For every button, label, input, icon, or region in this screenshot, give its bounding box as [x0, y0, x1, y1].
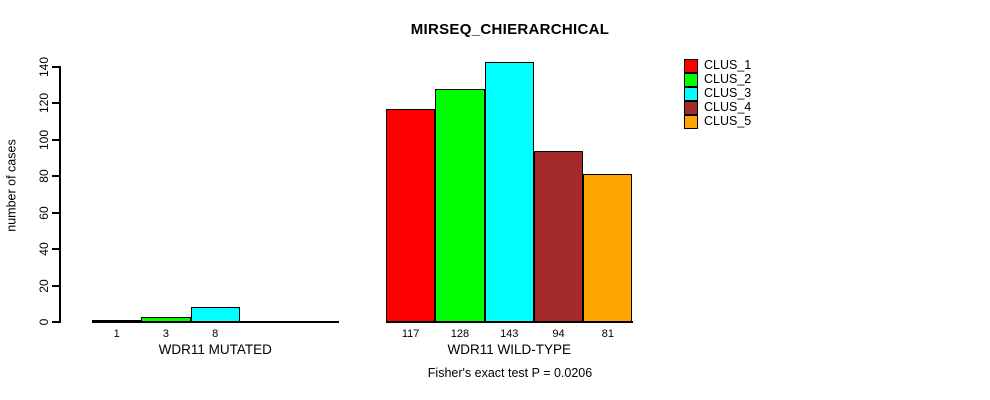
bar-clus_5 — [583, 174, 633, 322]
legend-item: CLUS_2 — [684, 72, 752, 87]
bar-clus_3 — [190, 307, 240, 322]
y-axis-title: number of cases — [4, 139, 19, 232]
group-baseline — [92, 321, 339, 323]
bar-value-label: 94 — [552, 328, 565, 340]
y-axis-line — [59, 66, 61, 323]
y-tick-label: 20 — [37, 278, 51, 293]
legend-label: CLUS_3 — [704, 86, 752, 100]
bar-clus_1 — [92, 320, 142, 322]
legend-item: CLUS_1 — [684, 58, 752, 73]
legend-item: CLUS_4 — [684, 100, 752, 115]
bar-value-label: 1 — [113, 328, 120, 340]
bar-clus_1 — [386, 109, 436, 322]
legend-color-swatch — [684, 100, 698, 115]
bar-value-label: 128 — [450, 328, 470, 340]
bar-value-label: 3 — [162, 328, 169, 340]
y-tick-mark — [52, 66, 60, 68]
bar-clus_3 — [484, 62, 534, 322]
bar-clus_4 — [533, 151, 584, 322]
legend: CLUS_1 CLUS_2 CLUS_3 CLUS_4 CLUS_5 — [684, 58, 752, 129]
bar-clus_2 — [141, 317, 191, 322]
annotation-text: Fisher's exact test P = 0.0206 — [427, 366, 593, 380]
y-tick-label: 60 — [37, 206, 51, 220]
bar-value-label: 81 — [601, 328, 614, 340]
group-baseline — [386, 321, 633, 323]
legend-item: CLUS_3 — [684, 86, 752, 101]
y-tick-label: 140 — [37, 56, 51, 78]
bar-clus_2 — [435, 89, 485, 322]
legend-color-swatch — [684, 72, 698, 87]
bar-value-label: 143 — [500, 328, 519, 340]
legend-color-swatch — [684, 58, 698, 73]
y-tick-label: 0 — [37, 318, 51, 326]
y-tick-mark — [52, 248, 60, 251]
y-tick-label: 100 — [37, 129, 51, 150]
bar-value-label: 117 — [401, 328, 420, 340]
y-tick-label: 40 — [37, 242, 51, 256]
legend-label: CLUS_2 — [704, 72, 752, 86]
bar-value-label: 8 — [212, 328, 219, 340]
y-tick-mark — [52, 138, 60, 141]
legend-label: CLUS_4 — [704, 100, 752, 114]
legend-label: CLUS_5 — [704, 114, 752, 128]
y-tick-mark — [52, 321, 60, 323]
y-tick-label: 120 — [37, 93, 51, 114]
y-tick-mark — [52, 175, 60, 178]
legend-color-swatch — [684, 86, 698, 101]
legend-color-swatch — [684, 114, 698, 129]
y-tick-mark — [52, 211, 60, 214]
y-tick-label: 80 — [37, 169, 51, 183]
chart-title: MIRSEQ_CHIERARCHICAL — [410, 21, 610, 38]
legend-item: CLUS_5 — [684, 114, 752, 129]
group-label: WDR11 WILD-TYPE — [447, 342, 571, 357]
y-tick-mark — [52, 284, 60, 287]
y-tick-mark — [52, 102, 60, 105]
group-label: WDR11 MUTATED — [158, 342, 272, 357]
legend-label: CLUS_1 — [704, 58, 752, 72]
